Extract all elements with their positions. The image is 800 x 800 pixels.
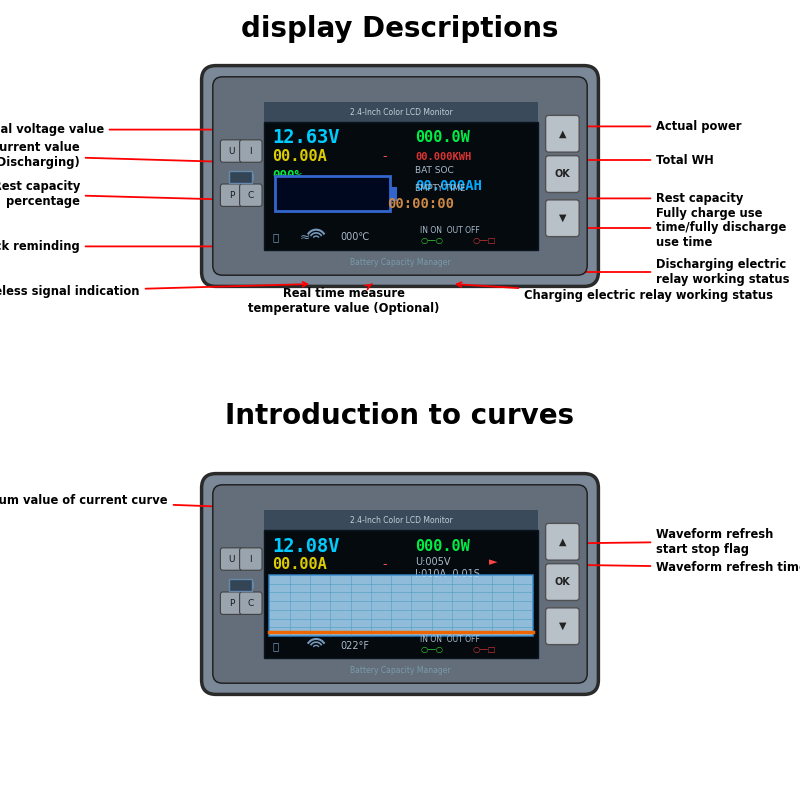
Text: Rest capacity: Rest capacity	[517, 192, 743, 205]
Text: Total WH: Total WH	[517, 154, 714, 166]
Bar	[252, 582, 254, 588]
FancyBboxPatch shape	[240, 548, 262, 570]
Text: 12.08V: 12.08V	[272, 538, 340, 557]
Text: 00.00A: 00.00A	[272, 150, 327, 164]
Text: Discharging electric
relay working status: Discharging electric relay working statu…	[497, 258, 790, 286]
FancyBboxPatch shape	[546, 200, 579, 237]
Text: ▼: ▼	[558, 214, 566, 223]
Text: Waveform refresh time: Waveform refresh time	[517, 561, 800, 574]
Text: 000%: 000%	[272, 170, 302, 182]
Text: C: C	[248, 598, 254, 608]
FancyBboxPatch shape	[221, 548, 243, 570]
Text: 000.0W: 000.0W	[415, 539, 470, 554]
Text: 2.4-Inch Color LCD Monitor: 2.4-Inch Color LCD Monitor	[350, 108, 453, 117]
Text: 00:00:00: 00:00:00	[387, 197, 454, 211]
FancyBboxPatch shape	[202, 474, 598, 694]
Text: U: U	[228, 146, 235, 155]
Bar	[264, 102, 538, 122]
Bar	[390, 186, 397, 201]
Text: 00.000KWH: 00.000KWH	[415, 152, 471, 162]
Text: 00.000AH: 00.000AH	[415, 179, 482, 193]
Bar	[270, 575, 533, 636]
Text: IN ON  OUT OFF: IN ON OUT OFF	[421, 635, 480, 644]
Text: Charging electric relay working status: Charging electric relay working status	[457, 282, 773, 302]
Bar	[264, 530, 538, 658]
FancyBboxPatch shape	[221, 184, 243, 206]
Text: U:005V: U:005V	[415, 557, 450, 567]
Text: 2.4-Inch Color LCD Monitor: 2.4-Inch Color LCD Monitor	[350, 516, 453, 525]
Bar	[264, 510, 538, 530]
Text: ○―○: ○―○	[421, 646, 443, 654]
Text: 000.0W: 000.0W	[415, 130, 470, 145]
Text: Rest capacity
percentage: Rest capacity percentage	[0, 180, 239, 208]
Text: I: I	[250, 554, 252, 563]
Text: 12.63V: 12.63V	[272, 128, 340, 147]
FancyBboxPatch shape	[240, 592, 262, 614]
Text: ▲: ▲	[558, 537, 566, 546]
Text: IN ON  OUT OFF: IN ON OUT OFF	[421, 226, 480, 235]
Text: Actual current value
(+Charging -Discharging): Actual current value (+Charging -Dischar…	[0, 141, 239, 169]
Text: I: I	[250, 146, 252, 155]
Text: OK: OK	[554, 577, 570, 587]
Bar	[230, 170, 252, 183]
FancyBboxPatch shape	[240, 184, 262, 206]
FancyBboxPatch shape	[221, 592, 243, 614]
Bar	[275, 176, 390, 211]
Text: ○―□: ○―□	[473, 646, 496, 654]
Text: Introduction to curves: Introduction to curves	[226, 402, 574, 430]
Text: P: P	[229, 190, 234, 200]
Text: 🔓: 🔓	[272, 232, 278, 242]
Text: ►: ►	[489, 557, 498, 567]
FancyBboxPatch shape	[213, 77, 587, 275]
FancyBboxPatch shape	[546, 523, 579, 560]
Text: ○―○: ○―○	[421, 236, 443, 245]
Text: Battery Capacity Manager: Battery Capacity Manager	[350, 258, 450, 267]
Text: Maximum voltage curve: Maximum voltage curve	[390, 494, 546, 512]
FancyBboxPatch shape	[546, 156, 579, 193]
Text: -: -	[382, 150, 386, 163]
Text: P: P	[229, 598, 234, 608]
FancyBboxPatch shape	[202, 66, 598, 286]
Bar	[230, 578, 252, 591]
Text: 000℃: 000℃	[341, 232, 370, 242]
Text: BAT SOC: BAT SOC	[415, 166, 454, 175]
FancyBboxPatch shape	[221, 140, 243, 162]
Text: Wireless signal indication: Wireless signal indication	[0, 282, 307, 298]
FancyBboxPatch shape	[240, 140, 262, 162]
FancyBboxPatch shape	[546, 115, 579, 152]
Text: Fully charge use
time/fully discharge
use time: Fully charge use time/fully discharge us…	[517, 206, 786, 250]
Text: Actual power: Actual power	[517, 120, 742, 133]
Text: U: U	[228, 554, 235, 563]
Text: 022°F: 022°F	[341, 641, 370, 651]
Text: OK: OK	[554, 169, 570, 179]
Text: ▲: ▲	[558, 129, 566, 138]
Bar	[252, 174, 254, 180]
Text: Battery Capacity Manager: Battery Capacity Manager	[350, 666, 450, 675]
Text: C: C	[248, 190, 254, 200]
FancyBboxPatch shape	[213, 485, 587, 683]
Text: Actual voltage value: Actual voltage value	[0, 123, 239, 136]
Text: Waveform refresh
start stop flag: Waveform refresh start stop flag	[517, 528, 774, 555]
Text: Maximum value of current curve: Maximum value of current curve	[0, 494, 319, 512]
Text: display Descriptions: display Descriptions	[242, 15, 558, 43]
Text: Key lock reminding: Key lock reminding	[0, 240, 239, 253]
Text: 🔓: 🔓	[272, 641, 278, 651]
Text: EMPTY TIME: EMPTY TIME	[415, 184, 465, 193]
Text: ≈: ≈	[300, 230, 310, 243]
Text: ▼: ▼	[558, 622, 566, 631]
Text: Real time measure
temperature value (Optional): Real time measure temperature value (Opt…	[248, 284, 440, 314]
Text: -: -	[382, 558, 386, 571]
Text: ○―□: ○―□	[473, 236, 496, 245]
Bar	[264, 122, 538, 250]
Text: I:010A  0.01S: I:010A 0.01S	[415, 569, 480, 578]
FancyBboxPatch shape	[546, 608, 579, 645]
Text: 00.00A: 00.00A	[272, 558, 327, 572]
FancyBboxPatch shape	[546, 564, 579, 601]
